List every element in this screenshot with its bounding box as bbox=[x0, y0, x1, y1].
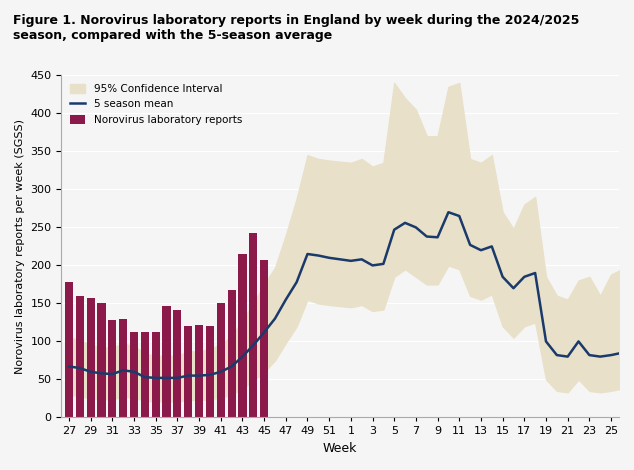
Bar bbox=[217, 304, 225, 417]
Bar bbox=[238, 254, 247, 417]
Bar bbox=[65, 282, 73, 417]
Bar bbox=[152, 332, 160, 417]
5 season mean bbox=[195, 373, 203, 378]
Bar bbox=[87, 298, 94, 417]
Bar bbox=[76, 296, 84, 417]
Bar bbox=[130, 332, 138, 417]
Legend: 95% Confidence Interval, 5 season mean, Norovirus laboratory reports: 95% Confidence Interval, 5 season mean, … bbox=[67, 81, 245, 128]
Line: 5 season mean: 5 season mean bbox=[69, 212, 622, 378]
Y-axis label: Norovirus laboratory reports per week (SGSS): Norovirus laboratory reports per week (S… bbox=[15, 119, 25, 374]
Bar bbox=[260, 260, 268, 417]
5 season mean bbox=[618, 350, 626, 356]
Bar bbox=[206, 326, 214, 417]
5 season mean bbox=[444, 210, 452, 215]
Bar bbox=[228, 290, 236, 417]
X-axis label: Week: Week bbox=[323, 442, 357, 455]
5 season mean bbox=[152, 375, 160, 381]
Bar bbox=[195, 325, 203, 417]
Bar bbox=[119, 319, 127, 417]
Bar bbox=[162, 306, 171, 417]
Bar bbox=[98, 304, 106, 417]
Bar bbox=[249, 233, 257, 417]
Bar bbox=[141, 332, 149, 417]
5 season mean bbox=[488, 243, 496, 249]
Bar bbox=[108, 320, 117, 417]
Text: Figure 1. Norovirus laboratory reports in England by week during the 2024/2025
s: Figure 1. Norovirus laboratory reports i… bbox=[13, 14, 579, 42]
5 season mean bbox=[607, 352, 615, 358]
5 season mean bbox=[238, 354, 246, 360]
Bar bbox=[173, 310, 181, 417]
5 season mean bbox=[65, 364, 73, 369]
Bar bbox=[184, 326, 192, 417]
5 season mean bbox=[455, 213, 463, 219]
5 season mean bbox=[250, 342, 257, 348]
